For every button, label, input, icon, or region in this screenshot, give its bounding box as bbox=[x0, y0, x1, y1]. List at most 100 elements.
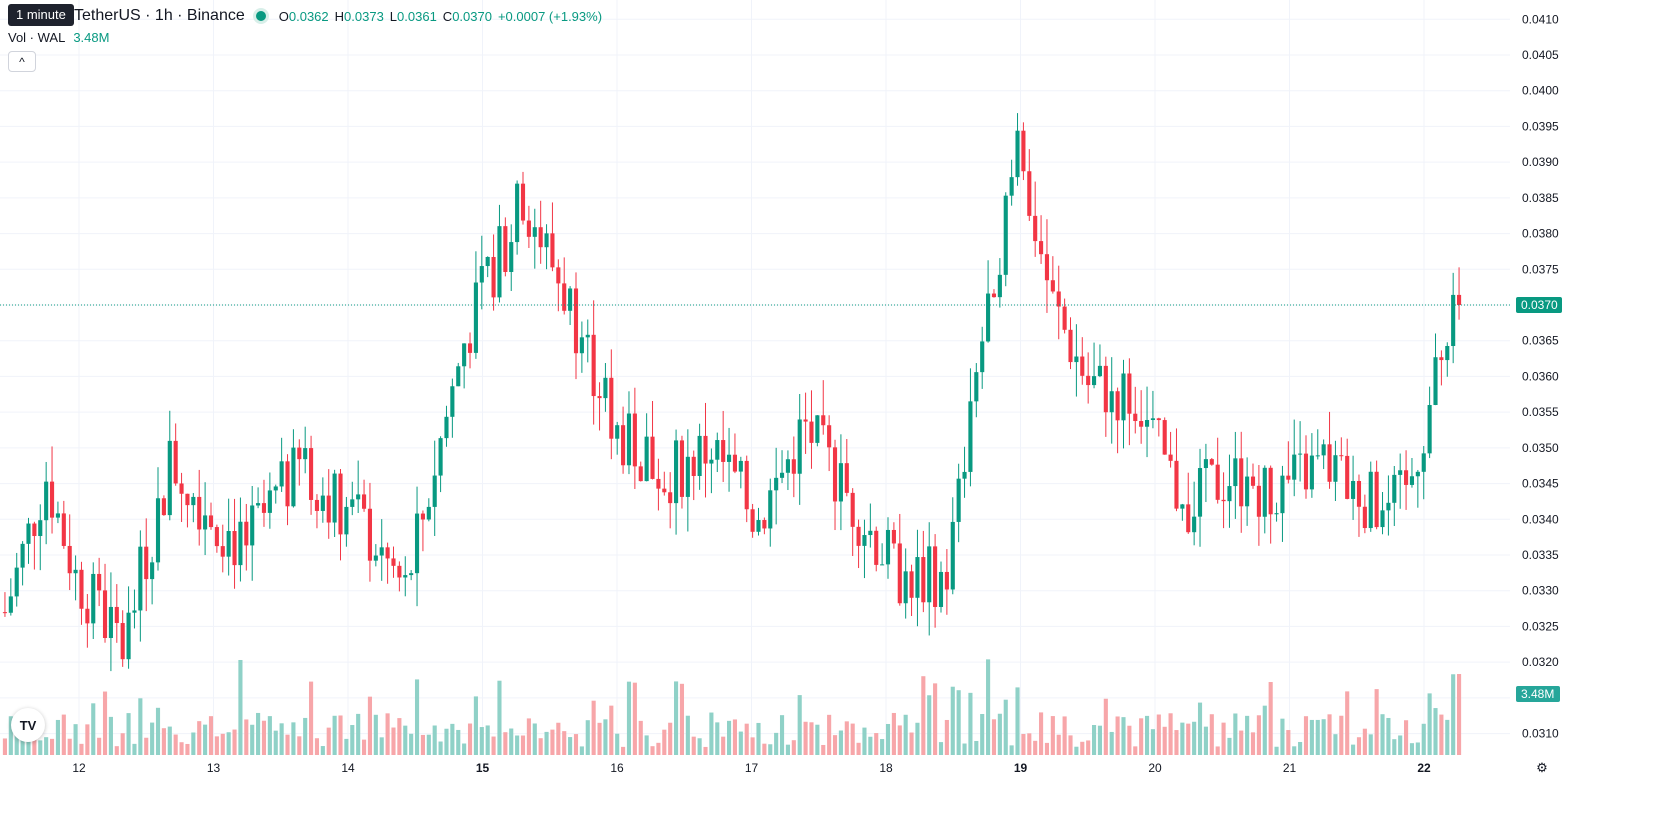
volume-legend[interactable]: Vol · WAL 3.48M bbox=[8, 30, 109, 45]
volume-bar bbox=[279, 723, 284, 755]
volume-bar bbox=[944, 719, 949, 755]
volume-bar bbox=[1068, 735, 1073, 755]
candle-body bbox=[791, 459, 796, 474]
candle-body bbox=[732, 454, 738, 472]
volume-bar bbox=[297, 736, 302, 755]
candle-body bbox=[1386, 502, 1391, 511]
candle-body bbox=[591, 334, 596, 397]
candle-body bbox=[632, 413, 637, 467]
candle-body bbox=[1268, 467, 1273, 515]
candle-body bbox=[950, 521, 955, 590]
volume-bar bbox=[726, 720, 732, 755]
volume-bar bbox=[79, 743, 84, 755]
volume-bar bbox=[1451, 674, 1456, 755]
volume-bar bbox=[785, 744, 790, 755]
volume-bar bbox=[532, 723, 537, 755]
candle-body bbox=[862, 535, 867, 546]
candle-body bbox=[1456, 294, 1462, 305]
collapse-legend-button[interactable]: ^ bbox=[8, 51, 36, 72]
volume-bar bbox=[615, 733, 620, 755]
volume-bar bbox=[556, 722, 561, 755]
volume-bar bbox=[1127, 725, 1132, 755]
candle-body bbox=[1091, 376, 1097, 386]
volume-bar bbox=[167, 726, 172, 755]
volume-bar bbox=[868, 736, 873, 755]
volume-bar bbox=[903, 714, 908, 755]
candle-body bbox=[874, 530, 879, 565]
candle-body bbox=[367, 508, 373, 561]
volume-bar bbox=[314, 738, 320, 755]
tradingview-logo-icon[interactable]: TV bbox=[11, 708, 45, 742]
candle-body bbox=[2, 612, 8, 614]
volume-bar bbox=[185, 743, 190, 755]
candle-body bbox=[126, 612, 131, 660]
candle-body bbox=[685, 456, 690, 497]
high-value: 0.0373 bbox=[344, 8, 384, 24]
volume-bar bbox=[662, 729, 667, 755]
candle-body bbox=[108, 606, 113, 638]
gear-icon[interactable]: ⚙ bbox=[1536, 760, 1548, 775]
volume-bar bbox=[250, 724, 255, 755]
candle-body bbox=[473, 282, 478, 353]
volume-bar bbox=[373, 714, 378, 755]
volume-bar bbox=[61, 714, 66, 755]
candle-body bbox=[915, 557, 920, 598]
volume-bar bbox=[1062, 716, 1067, 755]
volume-bar bbox=[67, 738, 72, 755]
time-tick-label: 14 bbox=[341, 761, 355, 775]
candle-body bbox=[344, 506, 349, 535]
candle-body bbox=[827, 425, 832, 448]
market-status-icon[interactable] bbox=[252, 8, 269, 24]
volume-bar bbox=[8, 716, 13, 755]
price-tick-label: 0.0350 bbox=[1522, 441, 1559, 455]
volume-bar bbox=[1404, 720, 1409, 755]
volume-bar bbox=[980, 713, 985, 755]
volume-bar bbox=[721, 736, 726, 755]
candle-body bbox=[691, 456, 696, 476]
candle-body bbox=[1392, 474, 1397, 503]
volume-bar bbox=[1356, 737, 1362, 755]
candle-body bbox=[1292, 454, 1297, 480]
candle-body bbox=[550, 233, 555, 268]
volume-bar bbox=[1209, 714, 1214, 755]
volume-bar bbox=[1039, 712, 1044, 755]
candle-body bbox=[1298, 453, 1303, 455]
candle-body bbox=[155, 498, 161, 563]
volume-bar bbox=[756, 722, 761, 755]
candle-body bbox=[250, 505, 255, 546]
volume-bar bbox=[1415, 742, 1420, 755]
volume-bar bbox=[573, 734, 579, 755]
volume-bar bbox=[1109, 731, 1114, 755]
volume-bar bbox=[715, 722, 720, 755]
candle-body bbox=[1168, 454, 1173, 461]
volume-bar bbox=[827, 714, 832, 755]
candle-body bbox=[674, 440, 679, 504]
volume-bar bbox=[1103, 698, 1108, 755]
change-value: +0.0007 (+1.93%) bbox=[497, 8, 603, 24]
candle-body bbox=[662, 488, 667, 493]
candle-body bbox=[1233, 458, 1238, 487]
volume-bar bbox=[102, 691, 108, 755]
volume-bar bbox=[261, 720, 267, 755]
candle-body bbox=[1245, 476, 1250, 507]
candle-body bbox=[509, 242, 514, 272]
candle-body bbox=[721, 440, 726, 462]
candle-body bbox=[309, 448, 314, 500]
candle-body bbox=[526, 220, 531, 237]
volume-bar bbox=[597, 722, 602, 755]
candle-body bbox=[114, 606, 119, 624]
candle-body bbox=[244, 521, 249, 546]
volume-bar bbox=[85, 724, 90, 755]
candle-body bbox=[1309, 455, 1314, 490]
volume-bar bbox=[738, 731, 743, 755]
symbol-title[interactable]: TetherUS · 1h · Binance bbox=[74, 7, 245, 24]
price-tick-label: 0.0310 bbox=[1522, 727, 1559, 741]
volume-bar bbox=[585, 720, 590, 755]
volume-bar bbox=[55, 719, 60, 755]
volume-bar bbox=[444, 728, 449, 755]
volume-bar bbox=[709, 712, 714, 755]
volume-bar bbox=[956, 690, 961, 755]
candle-body bbox=[532, 227, 537, 237]
candle-body bbox=[1351, 481, 1356, 499]
